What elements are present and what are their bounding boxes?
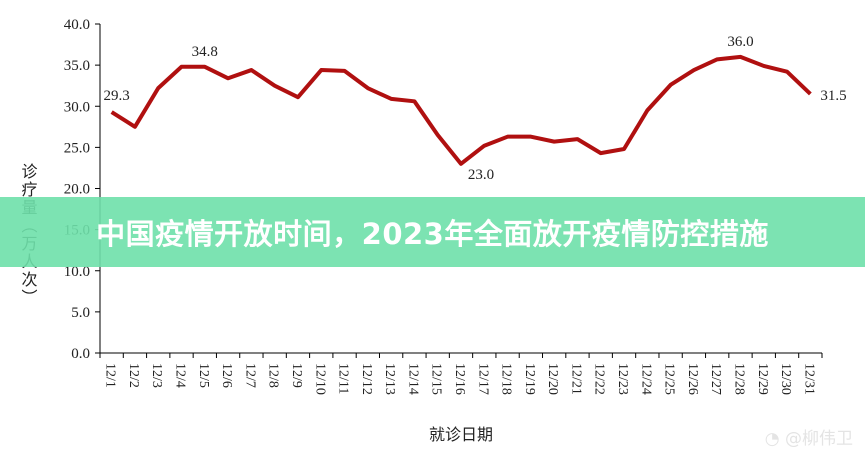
x-tick-label: 12/11 xyxy=(336,363,351,394)
x-tick-label: 12/12 xyxy=(359,363,374,395)
x-tick-label: 12/16 xyxy=(452,363,467,395)
x-tick-label: 12/31 xyxy=(801,363,816,395)
x-tick-label: 12/6 xyxy=(219,363,234,388)
y-tick-label: 0.0 xyxy=(71,346,90,362)
x-tick-label: 12/15 xyxy=(429,363,444,395)
weibo-icon: ◔ xyxy=(764,429,785,449)
x-tick-label: 12/8 xyxy=(266,363,281,388)
x-tick-label: 12/20 xyxy=(545,363,560,395)
x-tick-label: 12/28 xyxy=(731,363,746,395)
y-tick-label: 35.0 xyxy=(64,58,90,74)
series-line xyxy=(110,54,812,166)
y-tick-label: 40.0 xyxy=(64,17,90,33)
y-tick-label: 20.0 xyxy=(64,182,90,198)
x-tick-label: 12/19 xyxy=(522,363,537,395)
x-tick-label: 12/4 xyxy=(173,363,188,388)
x-tick-label: 12/30 xyxy=(778,363,793,395)
y-tick-label: 10.0 xyxy=(64,264,90,280)
x-tick-label: 12/9 xyxy=(289,363,304,388)
x-tick-label: 12/22 xyxy=(592,363,607,395)
banner-title: 中国疫情开放时间，2023年全面放开疫情防控措施 xyxy=(96,217,769,251)
y-tick-label: 5.0 xyxy=(71,305,90,321)
x-tick-label: 12/5 xyxy=(196,363,211,388)
x-tick-label: 12/14 xyxy=(405,363,420,395)
x-tick-label: 12/24 xyxy=(638,363,653,395)
x-tick-label: 12/7 xyxy=(242,363,257,388)
x-tick-label: 12/29 xyxy=(755,363,770,395)
x-tick-label: 12/3 xyxy=(149,363,164,388)
data-label: 36.0 xyxy=(727,34,753,50)
x-tick-label: 12/25 xyxy=(662,363,677,395)
x-tick-label: 12/26 xyxy=(685,363,700,395)
watermark-text: @柳伟卫 xyxy=(785,429,853,449)
data-label: 29.3 xyxy=(104,88,130,104)
x-tick-label: 12/23 xyxy=(615,363,630,395)
data-label: 23.0 xyxy=(468,167,494,183)
y-tick-label: 25.0 xyxy=(64,140,90,156)
x-tick-label: 12/1 xyxy=(103,363,118,388)
x-tick-label: 12/13 xyxy=(382,363,397,395)
x-tick-label: 12/17 xyxy=(475,363,490,395)
title-banner: 中国疫情开放时间，2023年全面放开疫情防控措施 xyxy=(0,197,865,267)
watermark: ◔ @柳伟卫 xyxy=(765,424,853,449)
x-tick-label: 12/10 xyxy=(312,363,327,395)
x-tick-label: 12/2 xyxy=(126,363,141,388)
x-tick-label: 12/27 xyxy=(708,363,723,395)
data-label: 34.8 xyxy=(192,44,218,60)
x-tick-label: 12/21 xyxy=(568,363,583,395)
x-tick-label: 12/18 xyxy=(499,363,514,395)
x-axis-label: 就诊日期 xyxy=(429,425,493,444)
y-tick-label: 30.0 xyxy=(64,99,90,115)
data-label: 31.5 xyxy=(820,88,846,104)
